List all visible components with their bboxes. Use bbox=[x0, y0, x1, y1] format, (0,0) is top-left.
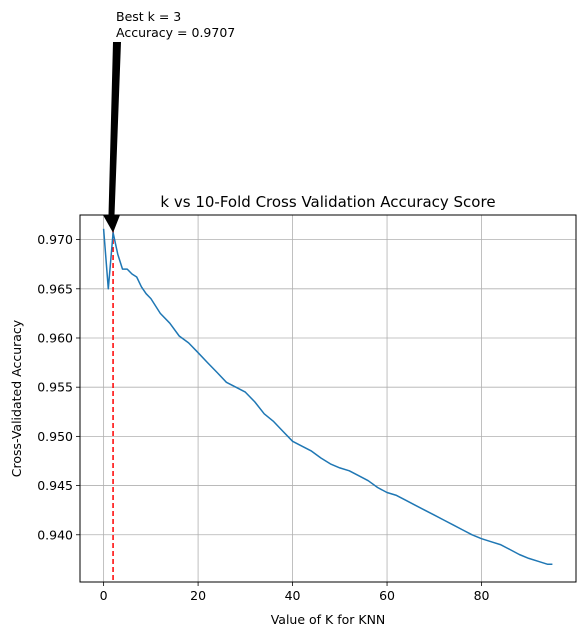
y-axis-label: Cross-Validated Accuracy bbox=[9, 319, 24, 477]
x-tick-label: 60 bbox=[379, 588, 395, 603]
axes-frame bbox=[79, 214, 577, 583]
x-tick-label: 20 bbox=[190, 588, 206, 603]
chart-title: k vs 10-Fold Cross Validation Accuracy S… bbox=[160, 193, 495, 211]
y-tick-label: 0.965 bbox=[37, 281, 73, 296]
annotation-accuracy: Accuracy = 0.9707 bbox=[116, 25, 235, 40]
x-tick-label: 40 bbox=[285, 588, 301, 603]
x-tick-label: 0 bbox=[100, 588, 108, 603]
y-tick-label: 0.960 bbox=[37, 330, 73, 345]
grid bbox=[80, 215, 576, 582]
y-tick-label: 0.955 bbox=[37, 380, 73, 395]
annotation-arrow bbox=[103, 42, 121, 233]
ticks: 0 20 40 60 80 0.940 0.945 0.950 0.955 0.960 0.965 0… bbox=[37, 232, 489, 603]
annotation: Best k = 3 Accuracy = 0.9707 bbox=[103, 9, 235, 233]
y-tick-label: 0.950 bbox=[37, 429, 73, 444]
annotation-best-k: Best k = 3 bbox=[116, 9, 181, 24]
y-tick-label: 0.970 bbox=[37, 232, 73, 247]
y-tick-label: 0.940 bbox=[37, 527, 73, 542]
plot-area bbox=[102, 215, 553, 582]
y-tick-label: 0.945 bbox=[37, 478, 73, 493]
x-tick-label: 80 bbox=[474, 588, 490, 603]
accuracy-series-line bbox=[102, 228, 553, 566]
x-axis-label: Value of K for KNN bbox=[271, 612, 386, 627]
